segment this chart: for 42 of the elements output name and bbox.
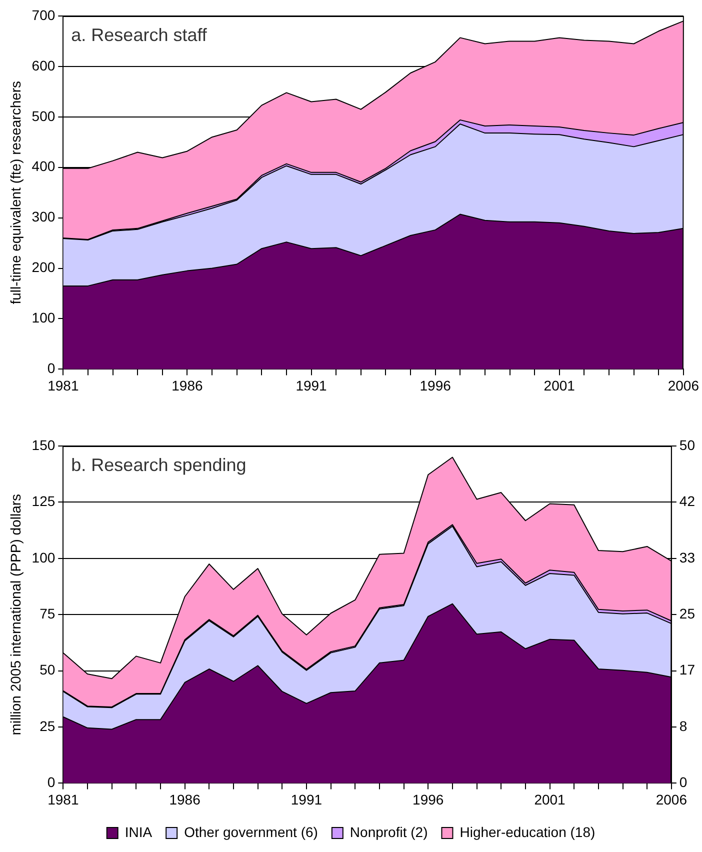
x-tick-label: 2001 xyxy=(534,791,566,808)
y-tick-label: 700 xyxy=(32,6,56,23)
y2-tick-label: 42 xyxy=(679,493,696,510)
y-tick-label: 125 xyxy=(32,493,56,510)
y-tick-label: 400 xyxy=(32,158,56,174)
y-axis-title: million 2005 international (PPP) dollars xyxy=(7,494,24,736)
y2-tick-label: 25 xyxy=(679,605,696,622)
y2-tick-label: 17 xyxy=(679,662,696,678)
y-tick-label: 50 xyxy=(40,662,56,678)
x-tick-label: 2006 xyxy=(668,377,700,394)
text: a. Research staff xyxy=(71,24,208,45)
y2-tick-label: 33 xyxy=(679,549,696,566)
x-tick-label: 1981 xyxy=(48,791,79,808)
x-tick-label: 2001 xyxy=(544,377,576,394)
x-tick-label: 1996 xyxy=(412,791,444,808)
y-tick-label: 300 xyxy=(32,208,56,225)
y-tick-label: 75 xyxy=(40,605,56,622)
y-tick-label: 100 xyxy=(32,549,56,566)
y2-tick-label: 0 xyxy=(679,774,688,790)
x-tick-label: 1986 xyxy=(169,791,201,808)
y-axis-title: full-time equivalent (fte) researchers xyxy=(7,80,24,304)
x-tick-label: 1986 xyxy=(172,377,203,394)
legend-label: INIA xyxy=(124,824,153,840)
y-tick-label: 200 xyxy=(32,259,56,276)
y2-tick-label: 8 xyxy=(679,718,688,734)
x-tick-label: 1981 xyxy=(48,377,79,394)
legend-label: Other government (6) xyxy=(184,824,318,840)
y-tick-label: 100 xyxy=(32,310,56,326)
x-tick-label: 1991 xyxy=(296,377,328,394)
y-tick-label: 150 xyxy=(32,436,56,453)
legend-label: Nonprofit (2) xyxy=(350,824,428,840)
x-tick-label: 1991 xyxy=(290,791,322,808)
legend-label: Higher-education (18) xyxy=(460,824,596,840)
y-tick-label: 600 xyxy=(32,57,56,74)
y-tick-label: 25 xyxy=(40,718,56,734)
x-tick-label: 2006 xyxy=(656,791,688,808)
y-tick-label: 500 xyxy=(32,108,56,124)
x-tick-label: 1996 xyxy=(420,377,452,394)
y-tick-label: 0 xyxy=(47,360,56,376)
text: b. Research spending xyxy=(71,454,246,475)
y2-tick-label: 50 xyxy=(679,436,696,453)
y-tick-label: 0 xyxy=(47,774,56,790)
